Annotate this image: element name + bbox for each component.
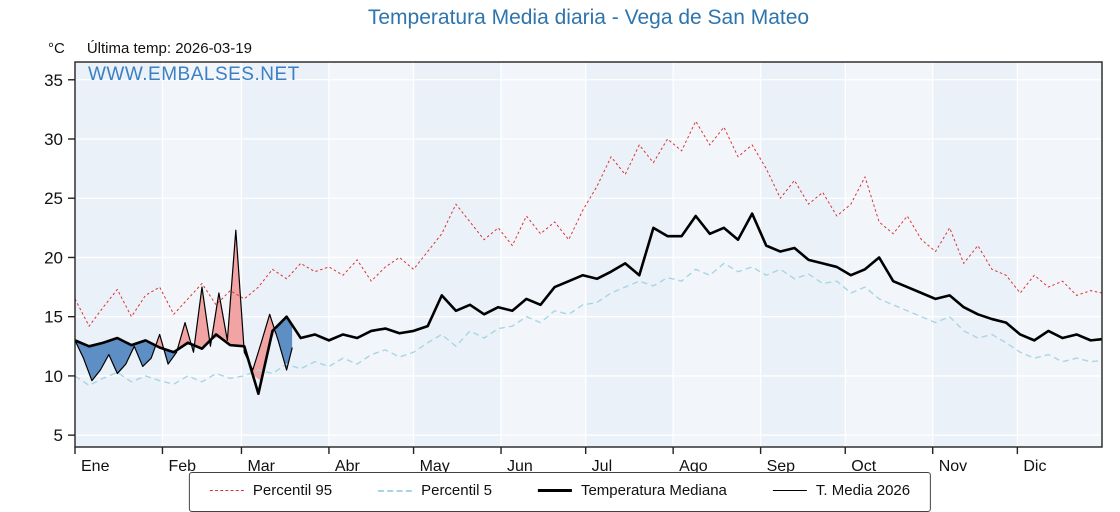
watermark: WWW.EMBALSES.NET bbox=[88, 64, 300, 85]
temperature-chart: 5 10 15 20 25 30 35 Ene Feb Mar Abr May Jun Jul Ago Sep… bbox=[44, 61, 1103, 475]
svg-text:Oct: Oct bbox=[851, 458, 876, 475]
legend-label: T. Media 2026 bbox=[815, 482, 911, 499]
unit-label: °C bbox=[48, 40, 65, 57]
svg-text:Mar: Mar bbox=[247, 458, 275, 475]
svg-text:20: 20 bbox=[44, 248, 63, 267]
legend-item-tmedia2026: T. Media 2026 bbox=[772, 482, 911, 499]
svg-text:Jun: Jun bbox=[507, 458, 533, 475]
svg-text:Sep: Sep bbox=[767, 458, 796, 475]
mediana-line-swatch-icon bbox=[537, 489, 572, 492]
svg-text:Dic: Dic bbox=[1023, 458, 1046, 475]
legend-item-percentil95: Percentil 95 bbox=[209, 482, 333, 499]
svg-text:5: 5 bbox=[54, 426, 63, 445]
svg-text:Nov: Nov bbox=[939, 458, 967, 475]
svg-text:15: 15 bbox=[44, 308, 63, 327]
tmedia2026-line-swatch-icon bbox=[772, 490, 807, 491]
svg-text:Jul: Jul bbox=[592, 458, 612, 475]
legend-label: Percentil 95 bbox=[252, 482, 333, 499]
legend: Percentil 95 Percentil 5 Temperatura Med… bbox=[188, 472, 932, 512]
svg-text:25: 25 bbox=[44, 189, 63, 208]
svg-text:10: 10 bbox=[44, 367, 63, 386]
svg-text:May: May bbox=[420, 458, 450, 475]
svg-text:35: 35 bbox=[44, 71, 63, 90]
chart-title: Temperatura Media diaria - Vega de San M… bbox=[367, 6, 810, 29]
percentil5-line-swatch-icon bbox=[378, 489, 413, 492]
legend-label: Percentil 5 bbox=[421, 482, 492, 499]
chart-subheader: °C Última temp: 2026-03-19 bbox=[48, 40, 252, 57]
svg-text:Abr: Abr bbox=[335, 458, 361, 475]
percentil95-line-swatch-icon bbox=[209, 490, 244, 491]
svg-text:Feb: Feb bbox=[168, 458, 196, 475]
last-temp-label: Última temp: 2026-03-19 bbox=[86, 40, 252, 57]
legend-item-percentil5: Percentil 5 bbox=[378, 482, 492, 499]
svg-text:Ene: Ene bbox=[81, 458, 110, 475]
svg-text:Ago: Ago bbox=[679, 458, 708, 475]
legend-item-mediana: Temperatura Mediana bbox=[537, 482, 727, 499]
legend-label: Temperatura Mediana bbox=[580, 482, 727, 499]
svg-text:30: 30 bbox=[44, 130, 63, 149]
